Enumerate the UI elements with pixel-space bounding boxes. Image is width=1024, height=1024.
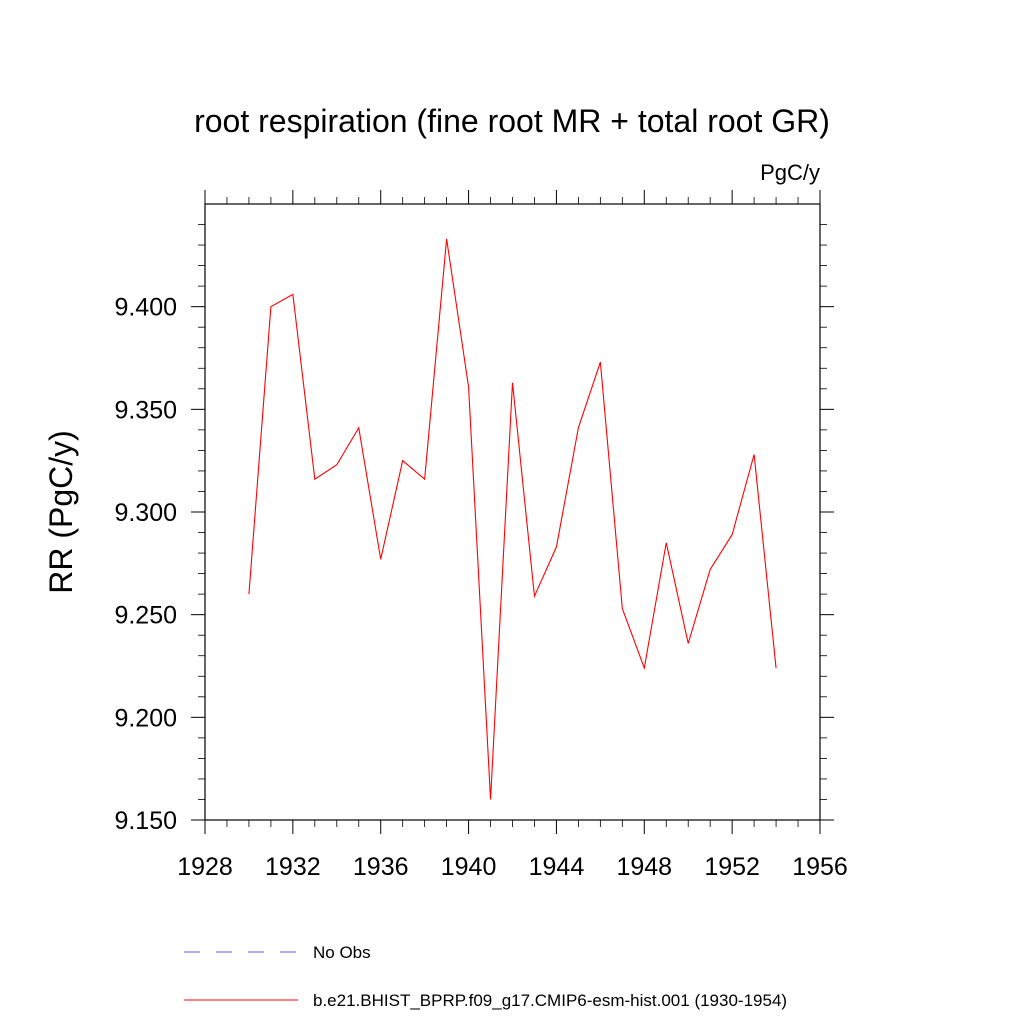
data-point <box>291 293 294 296</box>
legend: No Obs b.e21.BHIST_BPRP.f09_g17.CMIP6-esm… <box>184 943 787 1010</box>
data-point <box>445 237 448 240</box>
legend-label: No Obs <box>313 943 371 962</box>
chart-title: root respiration (fine root MR + total r… <box>194 103 830 139</box>
data-point <box>665 541 668 544</box>
data-point <box>489 798 492 801</box>
x-tick-label: 1948 <box>616 853 672 881</box>
data-point <box>753 453 756 456</box>
series-layer <box>247 237 778 801</box>
y-tick-label: 9.300 <box>114 499 177 527</box>
data-point <box>555 545 558 548</box>
series-line <box>248 238 777 800</box>
y-tick-label: 9.200 <box>114 704 177 732</box>
y-tick-label: 9.250 <box>114 602 177 630</box>
x-tick-label: 1940 <box>441 853 497 881</box>
data-point <box>313 478 316 481</box>
data-point <box>357 426 360 429</box>
y-tick-label: 9.350 <box>114 396 177 424</box>
data-point <box>467 385 470 388</box>
data-point <box>687 642 690 645</box>
data-point <box>401 459 404 462</box>
plot-border <box>204 203 821 821</box>
x-tick-label: 1956 <box>792 853 848 881</box>
y-tick-label: 9.400 <box>114 294 177 322</box>
data-point <box>379 558 382 561</box>
x-tick-label: 1936 <box>353 853 409 881</box>
data-point <box>247 593 250 596</box>
x-tick-label: 1932 <box>265 853 321 881</box>
data-point <box>511 381 514 384</box>
units-label: PgC/y <box>760 160 820 185</box>
axis-ticks: 1928 1932 1936 1940 1944 1948 1952 1956 9.150 9.2… <box>114 190 848 881</box>
data-point <box>709 568 712 571</box>
plot-frame <box>204 203 821 821</box>
data-point <box>577 426 580 429</box>
data-point <box>269 305 272 308</box>
data-point <box>621 607 624 610</box>
data-point <box>423 478 426 481</box>
x-tick-label: 1944 <box>529 853 585 881</box>
y-tick-label: 9.150 <box>114 807 177 835</box>
legend-label: b.e21.BHIST_BPRP.f09_g17.CMIP6-esm-hist.… <box>313 991 787 1010</box>
x-tick-label: 1952 <box>704 853 760 881</box>
data-point <box>533 595 536 598</box>
data-point <box>775 667 778 670</box>
x-tick-label: 1928 <box>177 853 233 881</box>
y-axis-label: RR (PgC/y) <box>43 430 79 594</box>
data-point <box>599 361 602 364</box>
data-point <box>335 463 338 466</box>
data-point <box>643 667 646 670</box>
data-point <box>731 533 734 536</box>
